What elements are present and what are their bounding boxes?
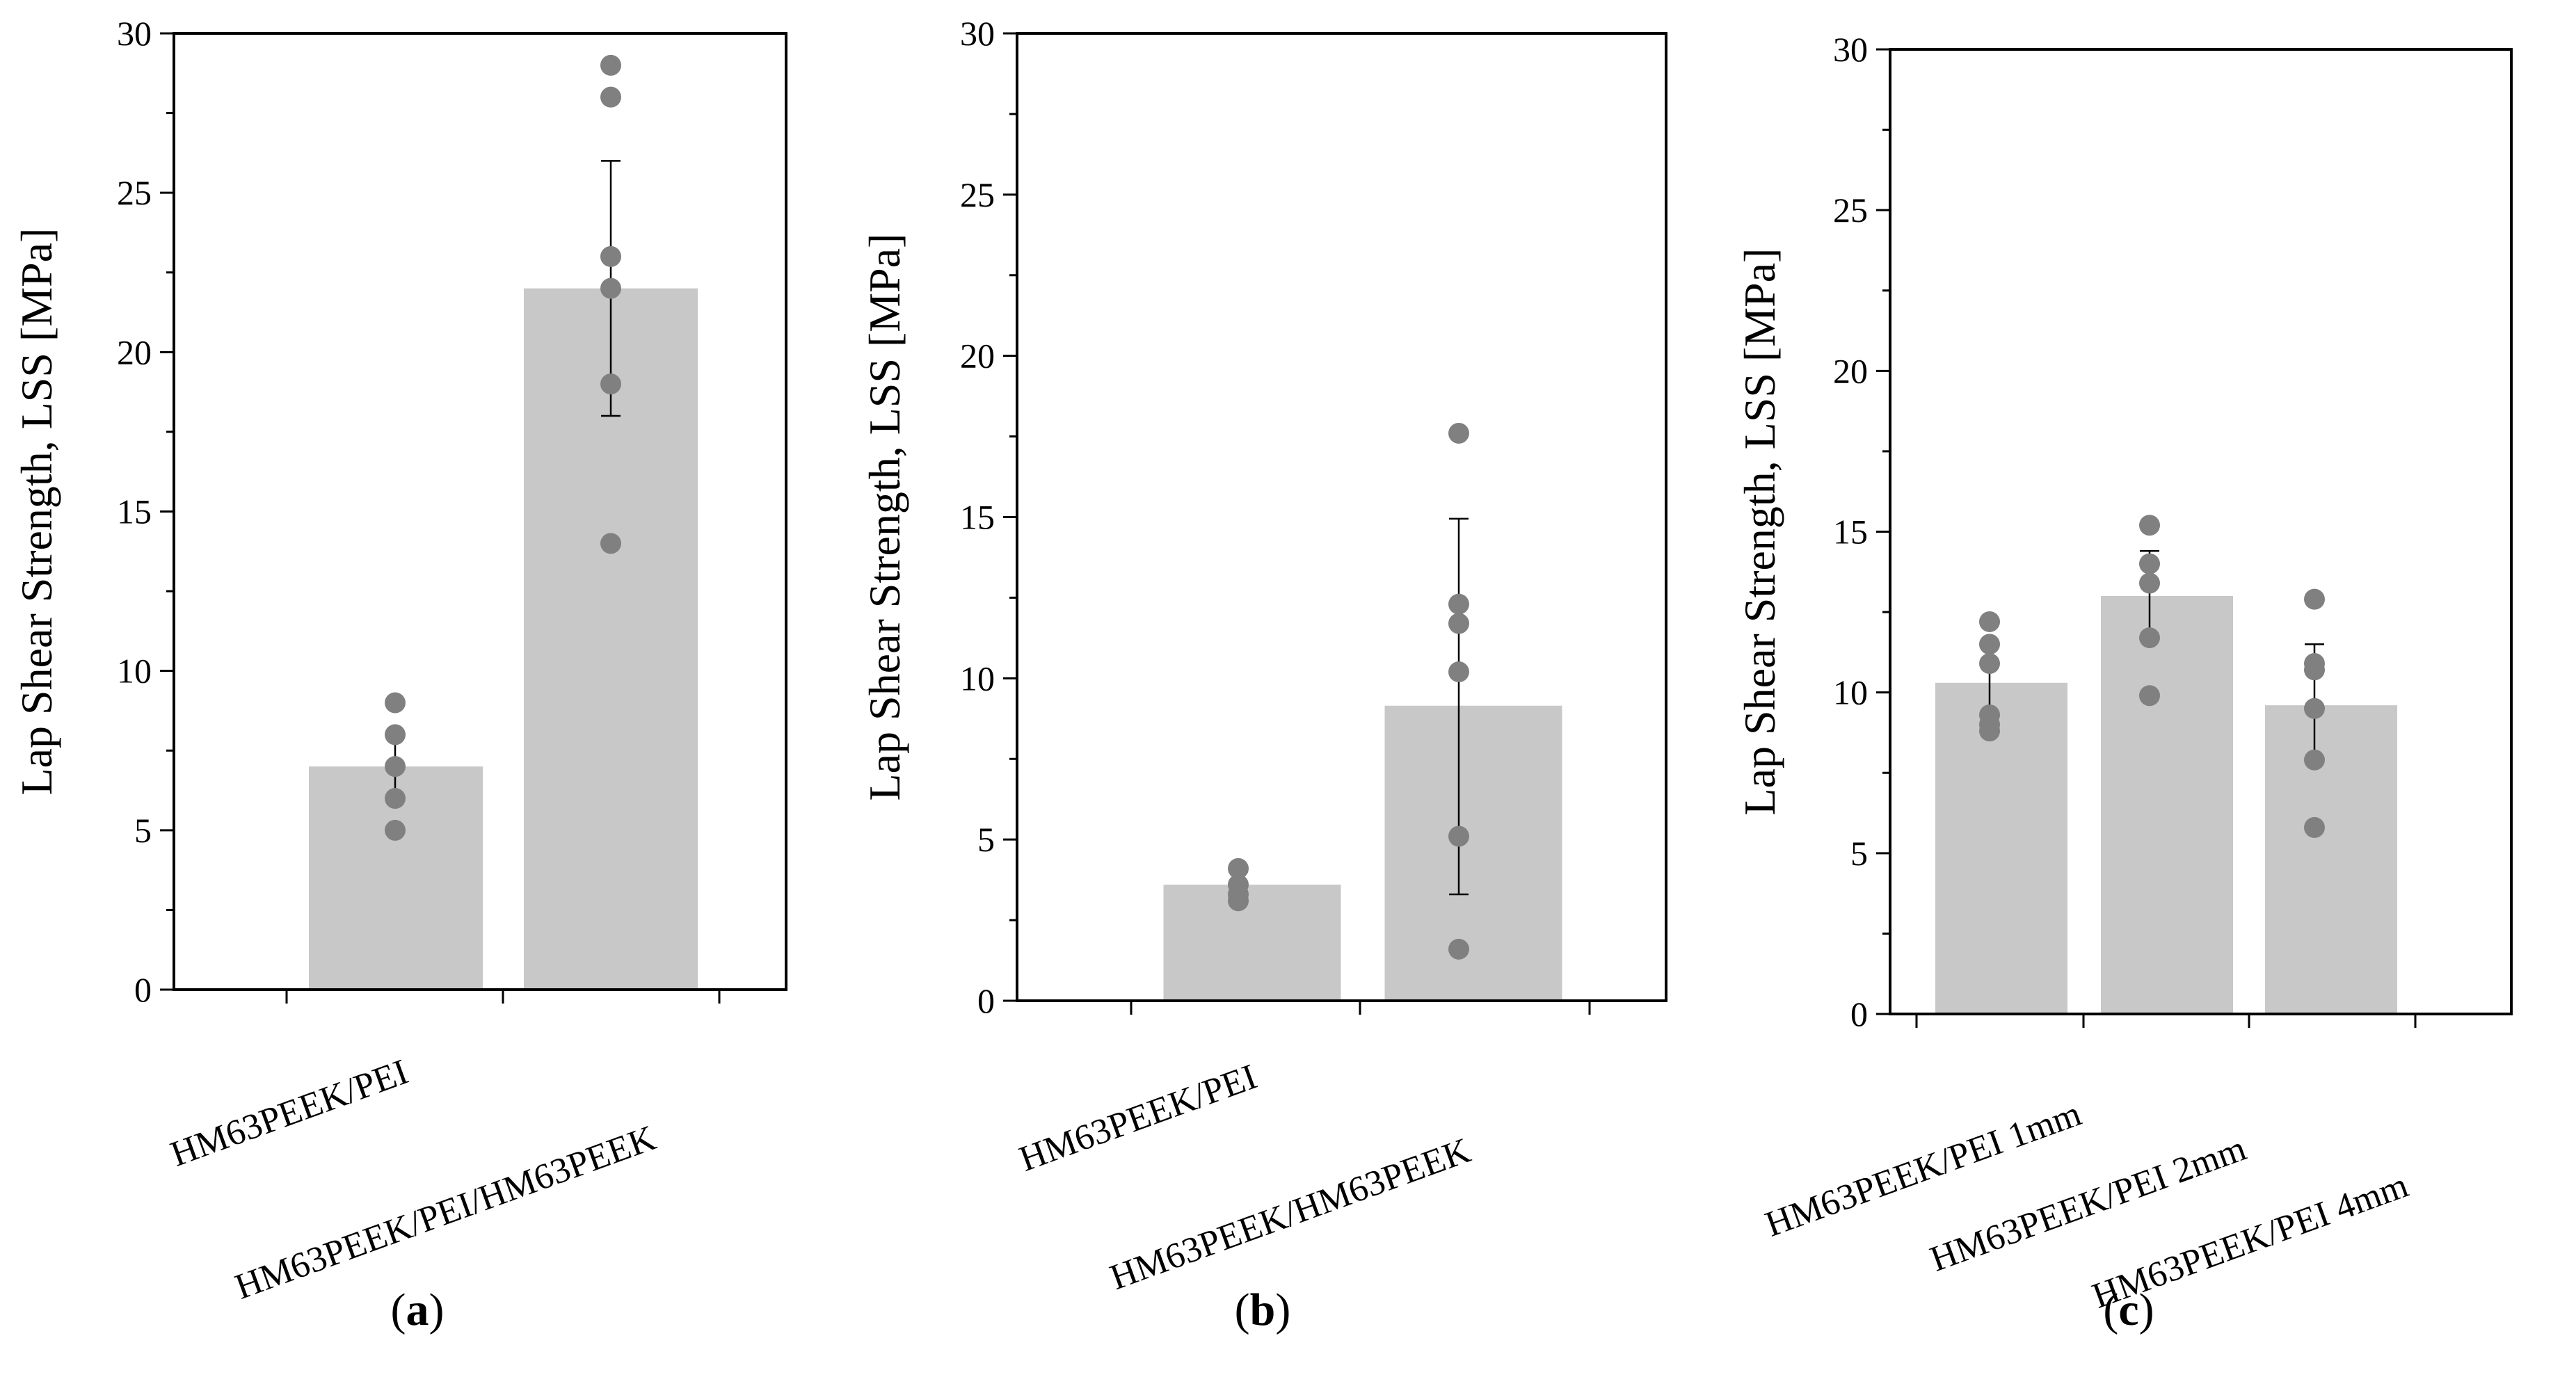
- y-tick-label: 25: [1833, 191, 1868, 230]
- y-tick-label: 5: [134, 811, 152, 850]
- y-tick-label: 10: [960, 659, 995, 698]
- bar-1: [1163, 885, 1341, 1001]
- y-tick-label: 10: [1833, 673, 1868, 712]
- data-point-1-3: [385, 756, 406, 778]
- y-tick-label: 25: [117, 173, 152, 212]
- data-point-1-5: [385, 692, 406, 714]
- category-label-1: HM63PEEK/PEI: [1014, 1057, 1262, 1179]
- category-label-2: HM63PEEK/PEI/HM63PEEK: [230, 1118, 662, 1307]
- data-point-1-4: [1979, 653, 2000, 675]
- data-point-1-5: [1979, 634, 2000, 655]
- data-point-2-1: [1448, 938, 1469, 960]
- y-axis-title: Lap Shear Strength, LSS [MPa]: [860, 234, 909, 801]
- bar-2: [1384, 705, 1562, 1001]
- data-point-3-2: [2304, 749, 2325, 771]
- y-tick-label: 20: [117, 332, 152, 371]
- panel-label-close-paren: ): [2139, 1285, 2154, 1335]
- data-point-1-3: [1979, 704, 2000, 726]
- bar-3: [2265, 705, 2397, 1014]
- data-point-3-1: [2304, 816, 2325, 838]
- chart-panel-a: 0 5 10 15 20 25 30 Lap Shear Strength, LSS [MPa…: [12, 14, 787, 1335]
- y-tick-label: 25: [960, 175, 995, 214]
- data-point-2-3: [1448, 661, 1469, 683]
- panel-label: (c): [2103, 1285, 2154, 1335]
- y-axis-title: Lap Shear Strength, LSS [MPa]: [12, 228, 61, 796]
- data-point-1-4: [1228, 857, 1249, 879]
- data-point-2-6: [600, 54, 621, 76]
- data-point-2-4: [1448, 613, 1469, 634]
- y-tick-label: 20: [960, 337, 995, 376]
- data-point-2-2: [2139, 627, 2160, 649]
- chart-panel-b: 0 5 10 15 20 25 30 Lap Shear Strength, LSS [MPa…: [860, 14, 1667, 1335]
- panel-label-letter: c: [2118, 1285, 2138, 1335]
- data-point-2-2: [1448, 826, 1469, 847]
- data-point-1-6: [1979, 611, 2000, 632]
- data-point-1-4: [385, 724, 406, 746]
- data-point-3-5: [2304, 653, 2325, 675]
- category-label-1: HM63PEEK/PEI: [166, 1052, 413, 1175]
- panel-label-open-paren: (: [2103, 1285, 2118, 1335]
- y-tick-label: 5: [1850, 834, 1868, 873]
- y-tick-label: 15: [117, 492, 152, 531]
- data-point-2-1: [2139, 685, 2160, 707]
- y-tick-label: 10: [117, 652, 152, 691]
- panel-label: (a): [391, 1285, 445, 1335]
- data-point-3-6: [2304, 588, 2325, 610]
- panel-label-close-paren: ): [1275, 1285, 1290, 1335]
- category-label-2: HM63PEEK/HM63PEEK: [1105, 1131, 1476, 1298]
- chart-panel-c: 0 5 10 15 20 25 30 Lap Shear Strength, LSS [MPa…: [1735, 30, 2513, 1335]
- data-point-2-3: [2139, 572, 2160, 594]
- panel-label: (b): [1235, 1285, 1291, 1335]
- data-point-2-5: [600, 86, 621, 108]
- panel-label-letter: b: [1250, 1285, 1276, 1335]
- y-tick-label: 0: [977, 981, 995, 1020]
- bar-1: [1935, 682, 2067, 1014]
- y-tick-label: 15: [960, 498, 995, 537]
- panel-label-open-paren: (: [391, 1285, 406, 1335]
- panel-label-open-paren: (: [1235, 1285, 1250, 1335]
- y-tick-label: 5: [977, 820, 995, 859]
- data-point-1-2: [385, 788, 406, 809]
- bar-2: [2101, 595, 2233, 1014]
- data-point-2-3: [600, 277, 621, 299]
- y-tick-label: 30: [117, 14, 152, 53]
- data-point-3-3: [2304, 698, 2325, 719]
- panel-label-letter: a: [406, 1285, 429, 1335]
- data-point-2-5: [1448, 593, 1469, 615]
- plot-frame: [1016, 32, 1667, 1002]
- data-point-2-5: [2139, 515, 2160, 536]
- data-point-2-4: [2139, 553, 2160, 574]
- data-point-2-2: [600, 373, 621, 395]
- y-tick-label: 30: [1833, 30, 1868, 69]
- y-axis-title: Lap Shear Strength, LSS [MPa]: [1735, 248, 1784, 816]
- y-tick-label: 30: [960, 14, 995, 53]
- y-tick-label: 0: [1850, 995, 1868, 1033]
- data-point-2-4: [600, 245, 621, 267]
- y-tick-label: 20: [1833, 351, 1868, 390]
- y-tick-label: 15: [1833, 513, 1868, 551]
- data-point-2-6: [1448, 422, 1469, 444]
- data-point-1-3: [1228, 874, 1249, 896]
- panel-label-close-paren: ): [429, 1285, 445, 1335]
- data-point-1-1: [385, 819, 406, 841]
- data-point-2-1: [600, 533, 621, 554]
- y-tick-label: 0: [134, 970, 152, 1009]
